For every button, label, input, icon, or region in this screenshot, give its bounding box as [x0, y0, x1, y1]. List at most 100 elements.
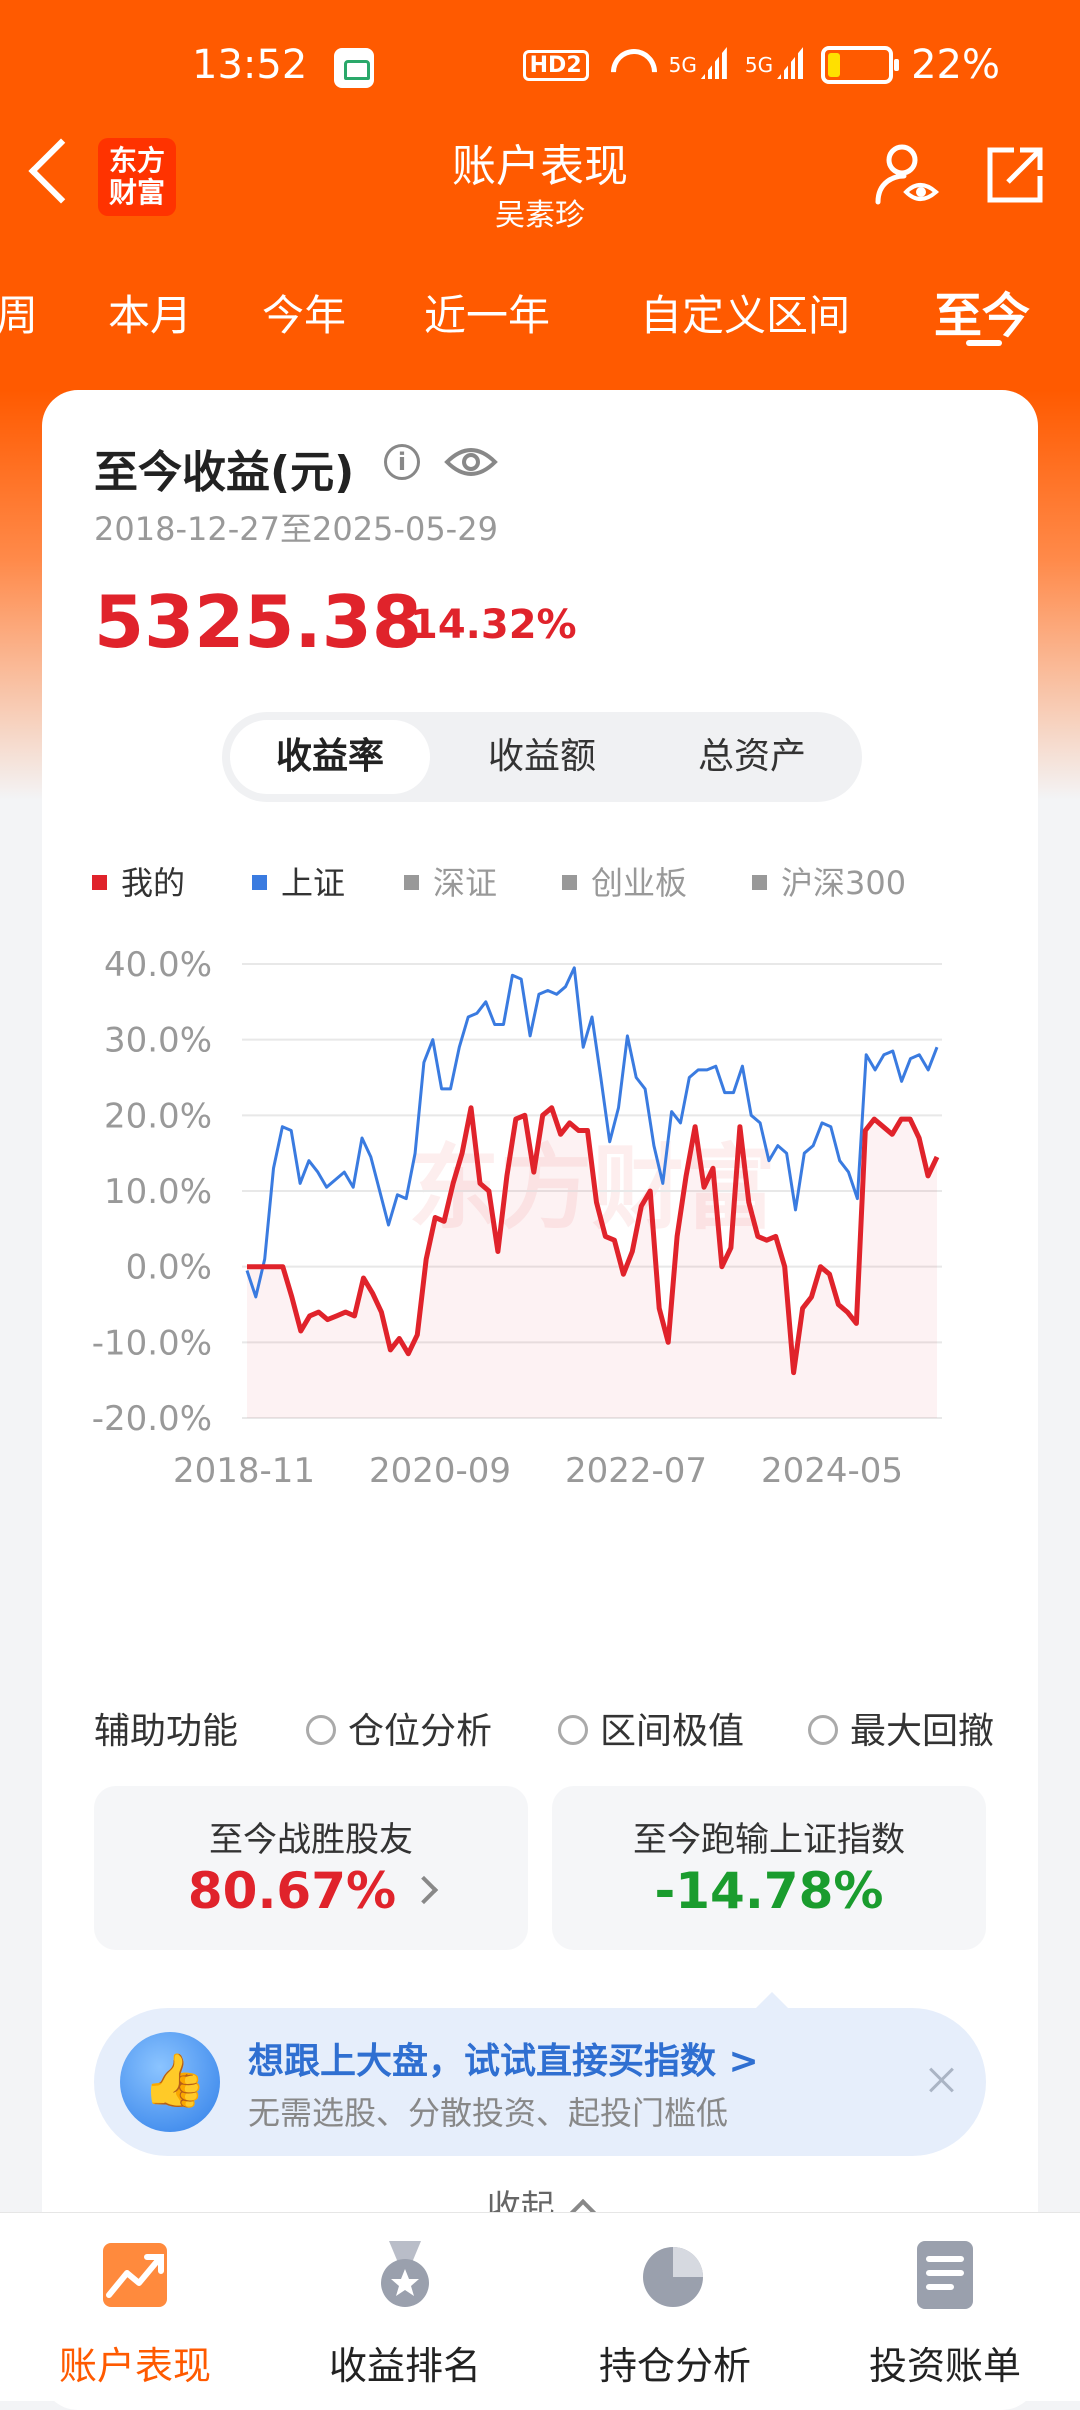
nav-label-holdings-analysis: 持仓分析 [598, 2344, 751, 2388]
thumbs-up-icon [120, 2032, 220, 2132]
promo-subtext: 无需选股、分散投资、起投门槛低 [248, 2094, 729, 2132]
aux-option-label-2: 区间极值 [600, 1711, 745, 1752]
aux-position-analysis[interactable]: 仓位分析 [306, 1702, 492, 1754]
legend-mine[interactable]: 我的 [92, 858, 185, 904]
series-area-mine [247, 1107, 937, 1418]
tab-custom-range[interactable]: 自定义区间 [640, 291, 851, 340]
profit-title: 至今收益(元) [94, 447, 355, 498]
active-tab-indicator [966, 340, 1002, 346]
index-promo-banner[interactable]: 想跟上大盘，试试直接买指数 > 无需选股、分散投资、起投门槛低 [94, 1992, 986, 2156]
nav-label-investment-bill: 投资账单 [868, 2344, 1021, 2388]
radio-range-extremes[interactable] [558, 1715, 588, 1745]
tab-to-date[interactable]: 至今 [934, 288, 1031, 344]
logo-line1: 东方 [108, 144, 165, 177]
profit-percent: 14.32% [410, 602, 577, 648]
legend-label-chinext: 创业板 [591, 864, 688, 902]
y-tick-label: 30.0% [104, 1021, 212, 1061]
beat-peers-value-row: 80.67% [94, 1862, 528, 1920]
hd-voice-icon: HD2 [522, 49, 589, 81]
legend-label-shanghai: 上证 [281, 864, 346, 902]
status-time: 13:52 [192, 42, 308, 88]
account-owner-name: 吴素珍 [495, 198, 585, 233]
nav-account-performance[interactable]: 账户表现 [0, 2213, 270, 2401]
legend-label-csi300: 沪深300 [781, 864, 907, 902]
aux-option-label-3: 最大回撤 [850, 1711, 995, 1752]
series-line-shanghai [245, 966, 939, 1299]
legend-shanghai[interactable]: 上证 [252, 858, 345, 904]
legend-swatch-chinext [562, 874, 577, 890]
tab-last-year[interactable]: 近一年 [424, 291, 551, 340]
radio-max-drawdown[interactable] [808, 1715, 838, 1745]
aux-option-label-1: 仓位分析 [348, 1711, 493, 1752]
beat-peers-label: 至今战胜股友 [209, 1820, 413, 1860]
x-tick-label: 2024-05 [761, 1451, 903, 1491]
beat-peers-value: 80.67% [187, 1862, 397, 1920]
chart-legend: 我的 上证 深证 创业板 沪深300 [92, 858, 992, 902]
y-tick-label: -20.0% [92, 1399, 212, 1439]
x-tick-label: 2022-07 [565, 1451, 707, 1491]
series-line-mine [247, 1105, 940, 1376]
legend-swatch-csi300 [752, 874, 767, 890]
metric-segment-control: 收益率 收益额 总资产 [222, 712, 862, 802]
beat-peers-card[interactable]: 至今战胜股友 80.67% [94, 1786, 528, 1950]
y-tick-label: 40.0% [104, 945, 212, 985]
legend-swatch-shanghai [252, 874, 267, 890]
wifi-icon [607, 49, 651, 81]
radio-position-analysis[interactable] [306, 1715, 336, 1745]
vs-index-card: 至今跑输上证指数 -14.78% [552, 1786, 986, 1950]
nav-label-account-performance: 账户表现 [58, 2344, 211, 2388]
user-privacy-icon[interactable] [872, 140, 942, 210]
segment-return-amount[interactable]: 收益额 [487, 736, 596, 777]
battery-icon [821, 46, 900, 84]
nav-investment-bill[interactable]: 投资账单 [810, 2213, 1080, 2401]
eastmoney-logo: 东方 财富 [98, 138, 176, 216]
signal-5g-icon: 5G [669, 53, 727, 77]
share-icon[interactable] [984, 144, 1046, 206]
trend-chart-icon [103, 2243, 167, 2307]
nav-label-profit-ranking: 收益排名 [328, 2344, 481, 2388]
y-tick-label: -10.0% [92, 1323, 212, 1363]
legend-csi300[interactable]: 沪深300 [752, 858, 906, 904]
chevron-right-icon [409, 1875, 439, 1905]
nav-profit-ranking[interactable]: 收益排名 [270, 2213, 540, 2401]
vs-index-label: 至今跑输上证指数 [633, 1820, 905, 1860]
performance-card: 至今收益(元) i 2018-12-27至2025-05-29 5325.38 … [42, 390, 1038, 2410]
period-tabs: 周 本月 今年 近一年 自定义区间 至今 [0, 270, 1080, 360]
segment-return-rate[interactable]: 收益率 [230, 720, 430, 794]
tab-week[interactable]: 周 [0, 291, 39, 340]
eye-icon[interactable] [444, 442, 498, 482]
logo-line2: 财富 [108, 176, 165, 209]
pie-chart-icon [643, 2247, 703, 2307]
y-tick-label: 10.0% [104, 1172, 212, 1212]
nav-holdings-analysis[interactable]: 持仓分析 [540, 2213, 810, 2401]
app-notification-icon [334, 48, 374, 88]
bill-icon [917, 2241, 973, 2309]
info-icon[interactable]: i [384, 444, 420, 480]
y-tick-label: 20.0% [104, 1096, 212, 1136]
aux-range-extremes[interactable]: 区间极值 [558, 1702, 744, 1754]
return-chart[interactable]: 东方财富40.0%30.0%20.0%10.0%0.0%-10.0%-20.0%… [42, 910, 1038, 1530]
legend-swatch-shenzhen [404, 874, 419, 890]
segment-total-assets[interactable]: 总资产 [697, 736, 806, 777]
page-title: 账户表现 [452, 141, 628, 192]
legend-swatch-mine [92, 874, 107, 890]
legend-chinext[interactable]: 创业板 [562, 858, 687, 904]
promo-headline[interactable]: 想跟上大盘，试试直接买指数 > [248, 2041, 759, 2082]
status-bar: 13:52 HD2 5G 5G 22% [0, 0, 1080, 135]
bottom-navigation: 账户表现 收益排名 持仓分析 投资账单 [0, 2212, 1080, 2401]
aux-label: 辅助功能 [94, 1711, 239, 1752]
medal-icon [381, 2241, 429, 2307]
aux-max-drawdown[interactable]: 最大回撤 [808, 1702, 994, 1754]
legend-label-mine: 我的 [121, 864, 186, 902]
vs-index-value: -14.78% [654, 1862, 884, 1920]
profit-amount: 5325.38 [94, 580, 422, 664]
tab-this-month[interactable]: 本月 [108, 291, 193, 340]
legend-shenzhen[interactable]: 深证 [404, 858, 497, 904]
y-tick-label: 0.0% [126, 1248, 212, 1288]
battery-level: 22% [911, 42, 1000, 88]
tab-this-year[interactable]: 今年 [262, 291, 347, 340]
signal-5g-icon-2: 5G [745, 53, 803, 77]
x-tick-label: 2020-09 [369, 1451, 511, 1491]
close-icon[interactable] [922, 2060, 962, 2100]
date-range: 2018-12-27至2025-05-29 [94, 510, 498, 548]
